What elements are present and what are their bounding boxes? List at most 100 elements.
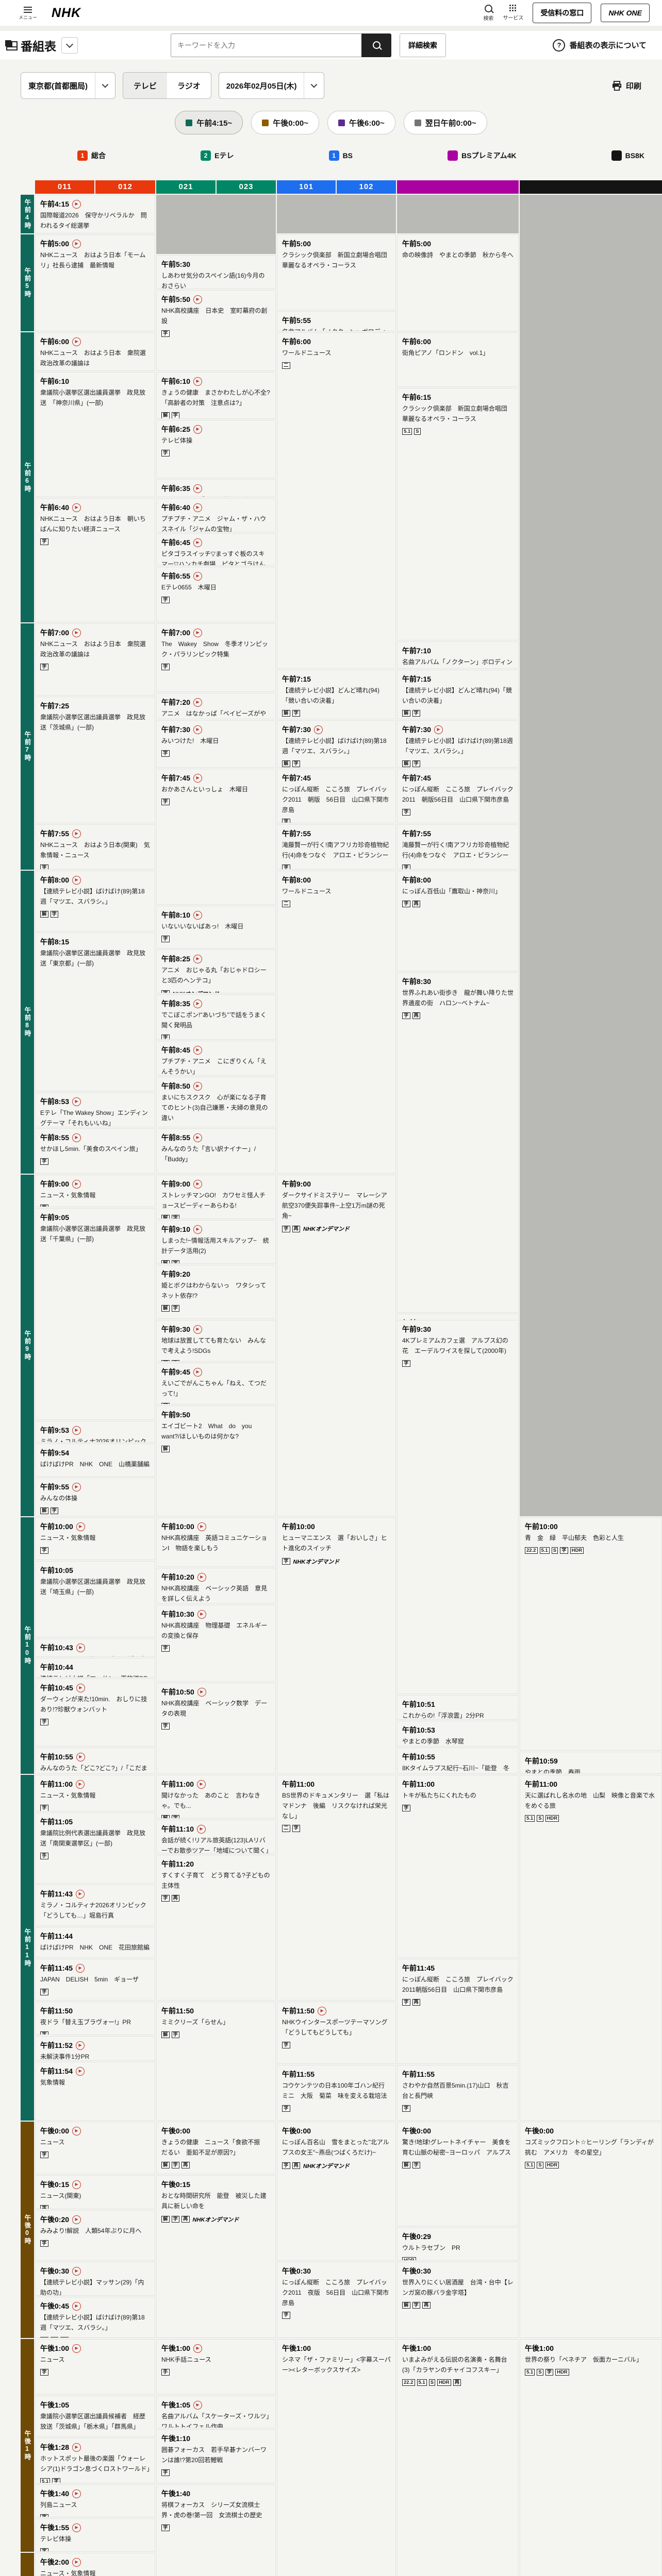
play-icon[interactable]: ▶ xyxy=(193,484,203,493)
program-cell[interactable]: 午前6:00 街角ピアノ「ロンドン vol.1」 xyxy=(397,332,519,387)
media-tv-tab[interactable]: テレビ xyxy=(123,73,168,98)
menu-button[interactable]: メニュー xyxy=(19,6,37,21)
play-icon[interactable]: ▶ xyxy=(72,2489,81,2498)
program-cell[interactable]: 午前5:50 ▶ NHK高校講座 日本史 室町幕府の創設字 xyxy=(156,290,276,371)
program-cell[interactable]: 午前7:00 ▶ The Wakey Show 冬季オリンピック・パラリンピック特集… xyxy=(156,623,276,692)
program-cell[interactable]: 午前11:50 ミミクリーズ「らせん」解字 xyxy=(156,2002,276,2121)
program-cell[interactable]: 午前6:25 ▶ テレビ体操字 xyxy=(156,420,276,478)
program-cell[interactable]: 午後1:05 衆議院小選挙区選出議員候補者 経歴放送「茨城県」「栃木県」「群馬県」 xyxy=(35,2396,155,2437)
program-cell[interactable]: 午前11:45 ▶ JAPAN DELISH 5min ギョーザ字 xyxy=(35,1959,155,2001)
program-cell[interactable]: 午前10:45 ▶ ダーウィンが来た!10min. おしりに技あり!?珍獣ウォンバッ… xyxy=(35,1679,155,1747)
play-icon[interactable]: ▶ xyxy=(76,1683,85,1692)
program-cell[interactable]: 午前5:55名曲アルバム「ノクターン」ボロディン作曲5.1 xyxy=(277,311,396,331)
program-cell[interactable]: 午前8:55 ▶ みんなのうた「言い訳ナイナー」/「Buddy」 xyxy=(156,1128,276,1174)
program-cell[interactable]: 午前9:55 ▶ みんなの体操解字 xyxy=(35,1478,155,1516)
region-select[interactable]: 東京都(首都圏局) xyxy=(21,72,115,99)
nhk-logo[interactable]: NHK xyxy=(52,5,81,20)
program-cell[interactable]: 午前7:00 ▶ NHKニュース おはよう日本 衆院選 政治改革の議論は字 xyxy=(35,623,155,696)
play-icon[interactable]: ▶ xyxy=(72,2180,81,2189)
program-cell[interactable]: 午前11:55 コウケンテツの日本100年ゴハン紀行ミニ 大阪 菊菜 味を変える栽… xyxy=(277,2065,396,2121)
play-icon[interactable]: ▶ xyxy=(193,725,203,734)
media-radio-tab[interactable]: ラジオ xyxy=(177,81,201,91)
program-cell[interactable]: 午前11:55 さわやか自然百景5min.(17)山口 秋吉台と長門峡字 xyxy=(397,2065,519,2121)
play-icon[interactable]: ▶ xyxy=(197,1522,206,1531)
display-help-link[interactable]: ? 番組表の表示について xyxy=(553,39,647,52)
program-cell[interactable]: 午前11:00 ▶ ニュース・気象情報字 xyxy=(35,1775,155,1811)
program-cell[interactable]: 午前7:45 にっぽん縦断 こころ旅 プレイバック2011 朝版56日目 山口県下… xyxy=(397,769,519,823)
program-cell[interactable]: 午前6:00 ▶ NHKニュース おはよう日本 衆院選 政治改革の議論は xyxy=(35,332,155,371)
program-cell[interactable]: 午前10:59 やまとの季節 春雨 xyxy=(520,1752,662,1774)
program-cell[interactable]: 午前8:50 ▶ まいにちスクスク 心が楽になる子育てのヒント(3)自己嫌悪・夫婦の… xyxy=(156,1077,276,1127)
play-icon[interactable]: ▶ xyxy=(193,295,203,304)
play-icon[interactable]: ▶ xyxy=(193,1133,203,1142)
program-cell[interactable]: 午後1:00 ▶ ニュース字 xyxy=(35,2339,155,2395)
program-cell[interactable]: 午前8:30 世界ふれあい街歩き 龍が舞い降りた世界遺産の街 ハロン~ベトナム~ 字… xyxy=(397,972,519,1313)
play-icon[interactable]: ▶ xyxy=(193,1225,203,1234)
play-icon[interactable]: ▶ xyxy=(72,337,81,346)
play-icon[interactable]: ▶ xyxy=(197,1780,206,1789)
play-icon[interactable]: ▶ xyxy=(193,698,203,707)
program-cell[interactable]: 午前10:44 連続テレビ小説「マッサン」再放送PR xyxy=(35,1658,155,1677)
program-cell[interactable]: 午前11:54 ▶ 気象情報 xyxy=(35,2062,155,2121)
program-cell[interactable]: 午前8:55 ▶ せかほし5min.「美食のスペイン旅」字 xyxy=(35,1128,155,1174)
play-icon[interactable]: ▶ xyxy=(72,2557,81,2567)
play-icon[interactable]: ▶ xyxy=(193,2400,203,2410)
program-cell[interactable]: 午前8:25▶ アニメ おじゃる丸「おじゃドロシーと3匹のヘンテコ」字NHKオンデ… xyxy=(156,950,276,993)
program-cell[interactable]: 午前7:55 滝藤賢一が行く!南アフリカ珍奇植物紀行(4)命をつなぐ アロエ・ピラ… xyxy=(277,824,396,870)
program-cell[interactable]: 午前7:15 【連続テレビ小説】どんど晴れ(94)「競い合いの決着」解字 xyxy=(397,670,519,719)
program-cell[interactable]: 午前7:30 ▶ 【連続テレビ小説】ばけばけ(89)第18週「マツエ、スバラシ。」解… xyxy=(397,720,519,768)
play-icon[interactable]: ▶ xyxy=(76,1780,85,1789)
program-cell[interactable]: 午前11:05 衆議院比例代表選出議員選挙 政見放送「南関東選挙区」(一部) 手 xyxy=(35,1812,155,1884)
play-icon[interactable]: ▶ xyxy=(76,1522,85,1531)
program-cell[interactable]: 午後0:00 驚き!地球!グレートネイチャー 美食を育む山脈の秘密~ヨーロッパ ア… xyxy=(397,2122,519,2226)
program-cell[interactable]: 午後0:30▶【連続テレビ小説】マッサン(29)「内助の功」解字NHKオンデマン… xyxy=(35,2262,155,2296)
program-cell[interactable]: 午前11:10 ▶ 会話が続く!リアル旅英語(123)LAリバーでお散歩ツアー「地域… xyxy=(156,1820,276,1854)
play-icon[interactable]: ▶ xyxy=(72,2215,81,2224)
play-icon[interactable]: ▶ xyxy=(72,1097,81,1106)
program-cell[interactable]: 午前8:15 衆議院小選挙区選出議員選挙 政見放送「東京都」(一部) xyxy=(35,933,155,1091)
program-cell[interactable]: 午前9:10 ▶ しまった!~情報活用スキルアップ~ 統計データ活用(2) 解字 xyxy=(156,1220,276,1264)
play-icon[interactable]: ▶ xyxy=(72,2344,81,2353)
program-cell[interactable]: 午後1:00 ▶ NHK手話ニュース手 xyxy=(156,2339,276,2395)
program-cell[interactable]: 午前7:15 【連続テレビ小説】どんど晴れ(94)「競い合いの決着」解字 xyxy=(277,670,396,719)
play-icon[interactable]: ▶ xyxy=(76,2066,85,2076)
program-cell[interactable]: 午前10:00 青 金 緑 平山郁夫 色彩と人生 22.2 5.1 S 字 HDR xyxy=(520,1517,662,1751)
program-cell[interactable]: 午後0:15 おとな時間研究所 能登 被災した建具に新しい命を解字再 NHKオンデマ… xyxy=(156,2175,276,2338)
play-icon[interactable]: ▶ xyxy=(193,1325,203,1334)
program-cell[interactable]: 午前5:30 しあわせ気分のスペイン語(16)今月のおさらい xyxy=(156,255,276,289)
program-cell[interactable]: 午前6:45 ▶ ピタゴラスイッチ▽まっすぐ板のスキマー▽ハンカチ劇場 ピタとゴラけ… xyxy=(156,533,276,566)
play-icon[interactable]: ▶ xyxy=(197,1609,206,1619)
fee-window-button[interactable]: 受信料の窓口 xyxy=(533,3,592,23)
program-cell[interactable]: 午前9:30 4Kプレミアムカフェ選 アルプス幻の花 エーデルワイスを探して(20… xyxy=(397,1320,519,1694)
program-cell[interactable]: 午後1:10 囲碁フォーカス 若手早碁ナンバーワンは誰!?第20回若鯉戦字 xyxy=(156,2429,276,2483)
program-cell[interactable]: 午後0:45▶ 【連続テレビ小説】ばけばけ(89)第18週「マツエ、スバラシ。」解… xyxy=(35,2297,155,2338)
program-cell[interactable]: 午前6:40 ▶ プチプチ・アニメ ジャム・ザ・ハウスネイル「ジャムの宝物」 xyxy=(156,498,276,532)
program-cell[interactable]: 午前10:50 ▶ NHK高校講座 ベーシック数学 データの表現字 xyxy=(156,1683,276,1774)
program-cell[interactable]: 午前11:00 ▶ 聞けなかった あのこと 言わなきゃ。でも... 解字 xyxy=(156,1775,276,1819)
nhk-one-button[interactable]: NHK ONE xyxy=(601,4,650,22)
play-icon[interactable]: ▶ xyxy=(72,2126,81,2136)
program-cell[interactable]: 午後1:05 ▶ 名曲アルバム「スケーターズ・ワルツ」ワルトトイフェル作曲 xyxy=(156,2396,276,2428)
program-cell[interactable]: 午後0:20 ▶ みみより!解説 人類54年ぶりに月へ字 xyxy=(35,2210,155,2261)
play-icon[interactable]: ▶ xyxy=(72,2301,81,2311)
search-submit-button[interactable] xyxy=(361,33,391,57)
program-cell[interactable]: 午前11:50 夜ドラ「替え玉ブラヴォー!」PR 字 xyxy=(35,2002,155,2035)
play-icon[interactable]: ▶ xyxy=(193,910,203,920)
time-tab[interactable]: 午後6:00~ xyxy=(327,111,395,134)
program-cell[interactable]: 午前10:20 ▶ NHK高校講座 ベーシック英語 意見を詳しく伝えよう xyxy=(156,1568,276,1604)
program-cell[interactable]: 午前5:00 命の映像詩 やまとの季節 秋から冬へ xyxy=(397,234,519,331)
program-cell[interactable]: 午前7:25 衆議院小選挙区選出議員選挙 政見放送「茨城県」(一部) xyxy=(35,697,155,823)
play-icon[interactable]: ▶ xyxy=(72,1482,81,1492)
program-cell[interactable]: 午前10:00 ▶ NHK高校講座 英語コミュニケーションI 物語を楽しもう xyxy=(156,1517,276,1567)
play-icon[interactable]: ▶ xyxy=(197,1687,206,1697)
play-icon[interactable]: ▶ xyxy=(72,2443,81,2452)
program-cell[interactable]: 午前9:20 姫とボクはわからないっ ワタシってネット依存!? 解字 xyxy=(156,1265,276,1319)
play-icon[interactable]: ▶ xyxy=(72,875,81,885)
time-tab[interactable]: 午後0:00~ xyxy=(251,111,319,134)
program-cell[interactable]: 午前8:10 ▶ いないいないばあっ! 木曜日字 xyxy=(156,906,276,948)
program-cell[interactable]: 午前11:43 ▶ ミラノ・コルティナ2026オリンピック「どうしても…」堀島行真 xyxy=(35,1885,155,1926)
program-cell[interactable]: 午前10:55 8Kタイムラプス紀行~石川~「能登 冬の日本海」 xyxy=(397,1748,519,1774)
program-cell[interactable]: 午後0:30 世界入りにくい居酒屋 台湾・台中【レンガ窯の豚バラ金字塔】解字再 xyxy=(397,2262,519,2338)
play-icon[interactable]: ▶ xyxy=(193,377,203,386)
program-cell[interactable]: 午後0:29 ウルトラセブン PR HDR xyxy=(397,2227,519,2261)
